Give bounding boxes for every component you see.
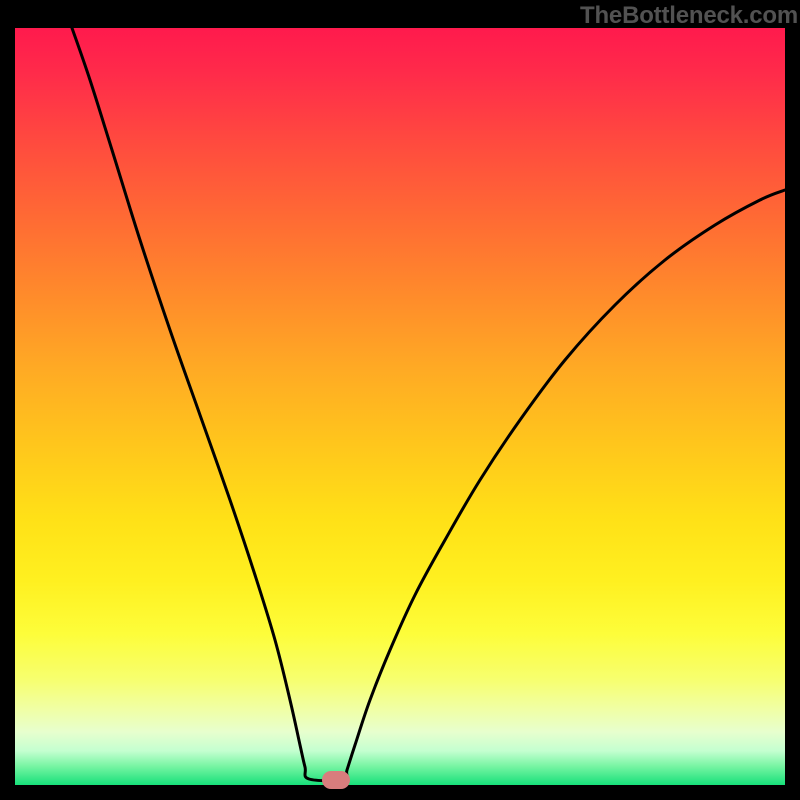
chart-container: TheBottleneck.com xyxy=(0,0,800,800)
watermark-text: TheBottleneck.com xyxy=(580,2,798,30)
optimal-point-marker xyxy=(322,771,350,789)
bottleneck-curve xyxy=(0,0,800,800)
